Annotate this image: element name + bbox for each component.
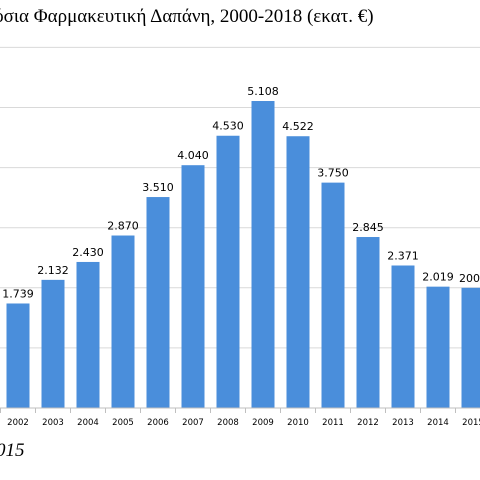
bar	[461, 287, 480, 408]
bar-value-label: 3.750	[317, 167, 349, 180]
footnote: 015	[0, 440, 25, 461]
bar	[356, 237, 380, 408]
x-tick-label: 2009	[252, 418, 274, 428]
bar	[391, 265, 415, 408]
x-tick-label: 2014	[427, 418, 449, 428]
bar	[111, 235, 135, 408]
bar-value-label: 4.040	[177, 149, 209, 162]
bar	[251, 101, 275, 408]
x-tick-label: 2012	[357, 418, 379, 428]
bar-value-label: 2.870	[107, 220, 139, 233]
x-tick-label: 2015	[462, 418, 480, 428]
x-tick-label: 2003	[42, 418, 64, 428]
bar-value-label: 4.522	[282, 120, 314, 133]
bar-value-label: 1.739	[2, 287, 34, 300]
bar-value-label: 2.371	[387, 250, 419, 263]
bar	[321, 182, 345, 408]
bar-value-label: 4.530	[212, 120, 244, 133]
x-tick-label: 2005	[112, 418, 134, 428]
x-tick-label: 2004	[77, 418, 99, 428]
x-tick-label: 2013	[392, 418, 414, 428]
bar	[181, 165, 205, 408]
bar-value-label: 2.845	[352, 221, 384, 234]
x-tick-label: 2002	[7, 418, 29, 428]
bar-value-label: 5.108	[247, 85, 279, 98]
bar-value-label: 2.430	[72, 246, 104, 259]
x-tick-label: 2006	[147, 418, 169, 428]
bar	[286, 136, 310, 409]
bar-chart: 1.739 2002 2.132 2003 2.430 2004 2.870 2005 3.51…	[0, 46, 480, 428]
x-tick-label: 2007	[182, 418, 204, 428]
bar-value-label: 2000	[459, 272, 480, 285]
x-tick-label: 2008	[217, 418, 239, 428]
bar	[41, 279, 65, 408]
bar	[6, 303, 30, 408]
bar-value-label: 3.510	[142, 181, 174, 194]
bar	[216, 135, 240, 408]
x-tick-label: 2010	[287, 418, 309, 428]
x-tick-label: 2011	[322, 418, 344, 428]
bar	[76, 261, 100, 408]
chart-title: μόσια Φαρμακευτική Δαπάνη, 2000-2018 (εκ…	[0, 6, 374, 27]
bar	[426, 286, 450, 408]
bar-value-label: 2.132	[37, 264, 69, 277]
bar	[146, 197, 170, 408]
bar-value-label: 2.019	[422, 271, 454, 284]
